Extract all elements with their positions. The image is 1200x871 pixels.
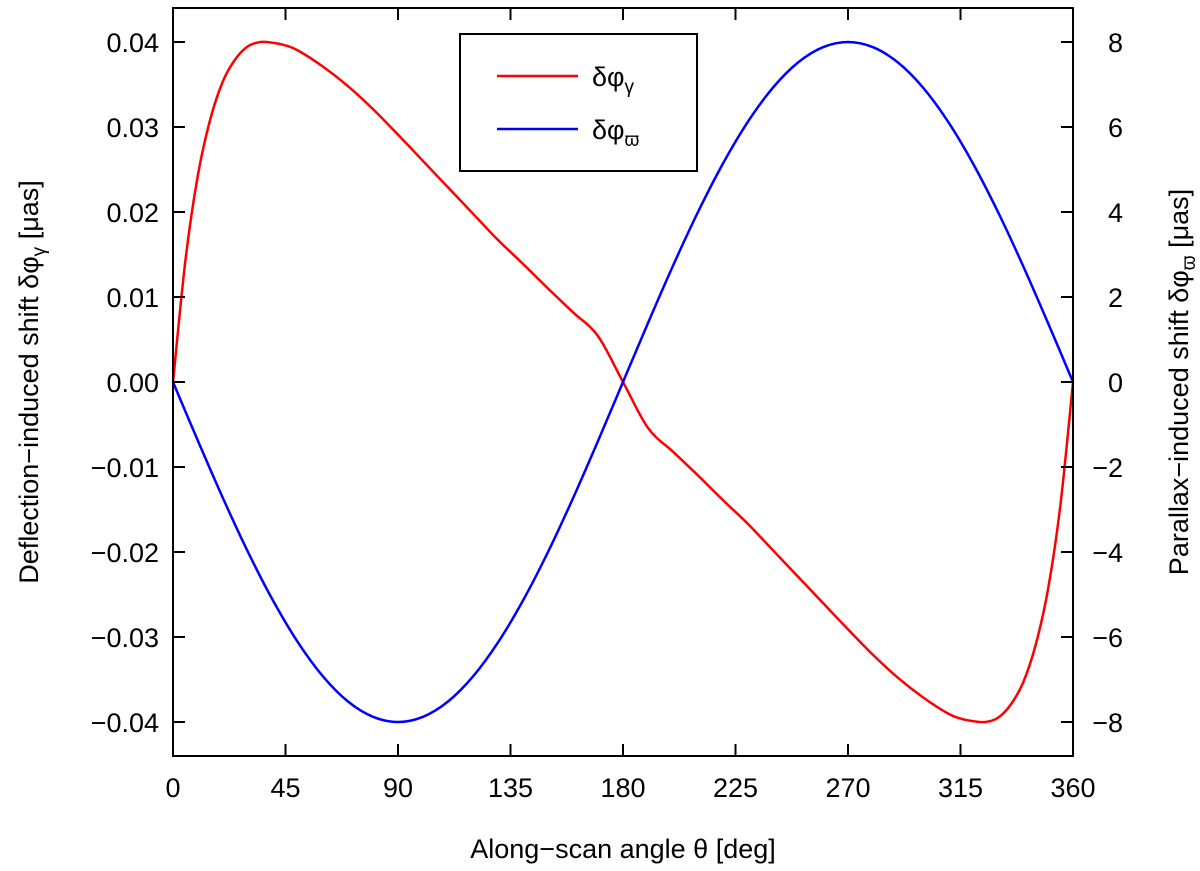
y-right-tick-label: −4 [1092, 538, 1123, 568]
y-left-tick-label: 0.04 [106, 28, 159, 58]
legend-box [459, 33, 698, 172]
y-left-tick-label: −0.02 [91, 538, 159, 568]
y-left-tick-label: −0.03 [91, 623, 159, 653]
y-axis-right-title-prefix: Parallax−induced shift δφ [1164, 270, 1194, 575]
x-axis-title: Along−scan angle θ [deg] [470, 834, 776, 864]
y-left-tick-label: 0.02 [106, 198, 159, 228]
y-axis-left-title-suffix: [μas] [14, 180, 44, 247]
y-axis-right-title-suffix: [μas] [1164, 189, 1194, 256]
y-left-tick-label: 0.03 [106, 113, 159, 143]
y-axis-right-title: Parallax−induced shift δφϖ [μas] [1164, 189, 1200, 575]
x-tick-label: 315 [938, 773, 983, 803]
legend: δφγ δφϖ [459, 33, 698, 172]
y-axis-left-title-sub: γ [29, 246, 50, 256]
y-right-tick-label: −2 [1092, 453, 1123, 483]
y-right-tick-label: 8 [1108, 28, 1123, 58]
y-left-tick-label: 0.01 [106, 283, 159, 313]
x-tick-label: 180 [600, 773, 645, 803]
x-tick-label: 270 [825, 773, 870, 803]
axis-ticks: 0 45 90 135 180 225 270 315 360 −0.04 −0.03 −0.02 −0… [91, 8, 1123, 803]
y-right-tick-label: 6 [1108, 113, 1123, 143]
y-left-tick-label: 0.00 [106, 368, 159, 398]
y-axis-right-title-sub: ϖ [1179, 255, 1200, 270]
y-right-tick-label: −8 [1092, 708, 1123, 738]
series-line-parallax [171, 40, 1075, 724]
x-tick-label: 225 [713, 773, 758, 803]
x-tick-label: 0 [165, 773, 180, 803]
y-left-tick-label: −0.04 [91, 708, 159, 738]
x-tick-label: 45 [270, 773, 300, 803]
x-tick-label: 90 [383, 773, 413, 803]
legend-label-parallax: δφϖ [592, 115, 640, 151]
plot-area [171, 40, 1075, 724]
x-tick-label: 135 [488, 773, 533, 803]
x-tick-label: 360 [1050, 773, 1095, 803]
y-left-tick-label: −0.01 [91, 453, 159, 483]
y-axis-left-title-prefix: Deflection−induced shift δφ [14, 256, 44, 583]
y-right-tick-label: 2 [1108, 283, 1123, 313]
y-right-tick-label: 0 [1108, 368, 1123, 398]
legend-label-deflection: δφγ [592, 62, 635, 98]
y-axis-left-title: Deflection−induced shift δφγ [μas] [14, 180, 50, 584]
y-right-tick-label: −6 [1092, 623, 1123, 653]
y-right-tick-label: 4 [1108, 198, 1123, 228]
